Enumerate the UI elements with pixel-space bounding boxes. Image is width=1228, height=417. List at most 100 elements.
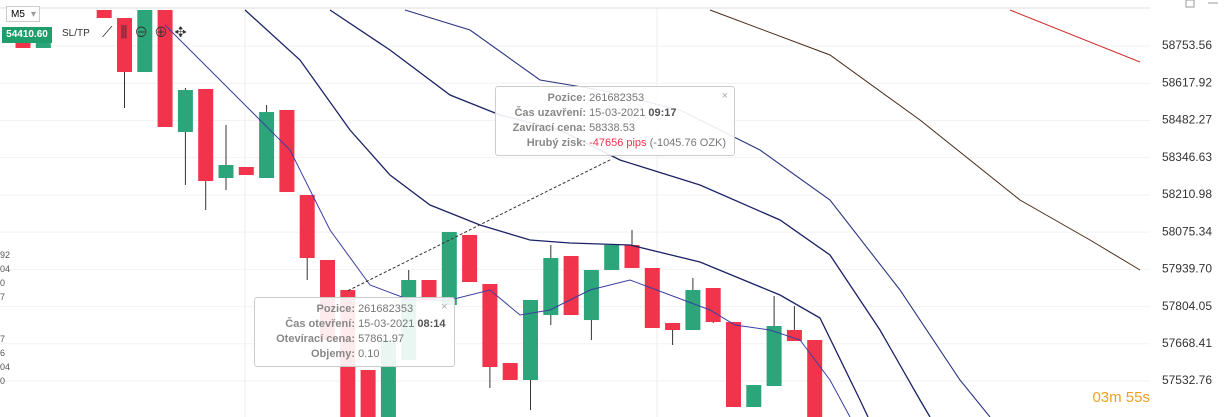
clipped-label: 6 (0, 348, 6, 358)
candle-body (644, 268, 660, 329)
clipped-labels: 92 04 0 7 7 6 04 0 (0, 248, 10, 388)
tooltip-row: Čas uzavření: 15-03-2021 09:17 (504, 106, 726, 121)
tooltip-bold: 09:17 (648, 107, 677, 119)
band-line (244, 9, 869, 417)
candle-body (279, 110, 295, 193)
candle-body (665, 323, 681, 331)
clipped-label: 92 (0, 250, 11, 260)
trade-line (347, 159, 611, 292)
y-tick-label: 58210.98 (1162, 187, 1212, 201)
timeframe: M5 (11, 9, 25, 20)
tooltip-value: 15-03-2021 (589, 107, 646, 119)
candle-body (35, 40, 51, 49)
candle-body (807, 340, 823, 417)
clipped-label: 0 (0, 376, 6, 386)
candle-body (543, 257, 559, 316)
tooltip-row: Pozice: 261682353 (504, 91, 726, 106)
grid (0, 7, 1150, 417)
timeframe-select[interactable]: M5 ▾ (6, 6, 40, 22)
tooltip-value: 261682353 (589, 92, 645, 104)
tooltip-value: 261682353 (358, 303, 414, 315)
candle-body (726, 322, 741, 408)
tooltip-row: Čas otevření: 15-03-2021 08:14 (263, 317, 446, 332)
candle-body (218, 164, 234, 179)
candle-body (604, 245, 620, 271)
clipped-label: 7 (0, 334, 6, 344)
candle-body (238, 166, 254, 176)
tooltip-label: Zavírací cena: (512, 122, 586, 134)
tooltip-value: 58338.53 (589, 122, 635, 134)
clipped-label: 0 (0, 278, 6, 288)
candle-body (685, 290, 701, 331)
tooltip-label: Hrubý zisk: (526, 137, 586, 149)
tooltip-bold: 08:14 (417, 318, 446, 330)
candle-body (583, 270, 599, 321)
tooltip-row: Hrubý zisk: -47656 pips (-1045.76 OZK) (504, 136, 726, 151)
tooltip-row: Zavírací cena: 58338.53 (504, 121, 726, 136)
tooltip-row: Objemy: 0.10 (263, 347, 446, 362)
y-tick-label: 58346.63 (1162, 150, 1212, 164)
candle-body (523, 300, 538, 381)
tooltip-value: 57861.97 (358, 333, 404, 345)
slow-line (709, 9, 1141, 271)
candle-body (624, 245, 640, 269)
tooltip-value: -47656 pips (589, 137, 647, 149)
candle-body (502, 363, 518, 381)
y-tick-label: 58753.56 (1162, 38, 1212, 52)
candle-body (259, 112, 275, 179)
candle-body (462, 235, 478, 283)
tooltip-label: Pozice: (316, 303, 355, 315)
y-tick-label: 57532.76 (1162, 373, 1212, 387)
tooltip-row: Pozice: 261682353 (263, 302, 446, 317)
ma-line (164, 24, 851, 417)
candle-body (441, 232, 457, 306)
trade-tooltip: × Pozice: 261682353 Čas uzavření: 15-03-2… (495, 86, 736, 156)
candle-body (766, 326, 782, 387)
tooltip-value: 15-03-2021 (358, 318, 415, 330)
candle-body (705, 288, 721, 323)
clipped-label: 04 (0, 264, 11, 274)
candle-body (137, 10, 153, 73)
candle-body (96, 10, 112, 19)
y-tick-label: 57804.05 (1162, 299, 1212, 313)
candle-body (482, 284, 498, 367)
tooltip-label: Čas uzavření: (514, 107, 586, 119)
candle-body (421, 280, 437, 301)
fast-line (1009, 9, 1141, 63)
y-tick-label: 57939.70 (1162, 262, 1212, 276)
trade-tooltip: × Pozice: 261682353 Čas otevření: 15-03-2… (254, 297, 455, 367)
candle-body (786, 330, 802, 342)
window-icon[interactable] (1185, 0, 1195, 8)
close-button[interactable]: × (441, 301, 448, 313)
candle-body (177, 90, 193, 133)
tooltip-label: Pozice: (547, 92, 586, 104)
candle-body (746, 385, 762, 408)
y-tick-label: 58482.27 (1162, 113, 1212, 127)
price-label: 54410.60 (2, 27, 52, 43)
candle-body (198, 89, 214, 182)
candle-body (157, 10, 173, 128)
tooltip-extra: (-1045.76 OZK) (649, 137, 727, 149)
candle-body (299, 195, 315, 258)
clipped-label: 04 (0, 362, 11, 372)
close-button[interactable]: × (721, 90, 729, 102)
y-tick-label: 58617.92 (1162, 75, 1212, 89)
band-line (329, 9, 931, 417)
tooltip-label: Objemy: (310, 348, 355, 360)
clipped-label: 7 (0, 292, 6, 302)
toolbar-icons[interactable]: ⟋⫼⊖⊕✥ (102, 24, 195, 41)
candle-body (563, 256, 579, 316)
y-tick-label: 57668.41 (1162, 336, 1212, 350)
candle-body (360, 370, 376, 417)
candle-body (117, 18, 132, 73)
tooltip-label: Čas otevření: (285, 318, 355, 330)
y-tick-label: 58075.34 (1162, 224, 1212, 238)
sltp-button[interactable]: SL/TP (62, 28, 90, 39)
tooltip-value: 0.10 (358, 348, 380, 360)
tooltip-label: Otevírací cena: (276, 333, 355, 345)
candle-body (15, 40, 31, 49)
tooltip-row: Otevírací cena: 57861.97 (263, 332, 446, 347)
countdown: 03m 55s (1092, 389, 1150, 406)
